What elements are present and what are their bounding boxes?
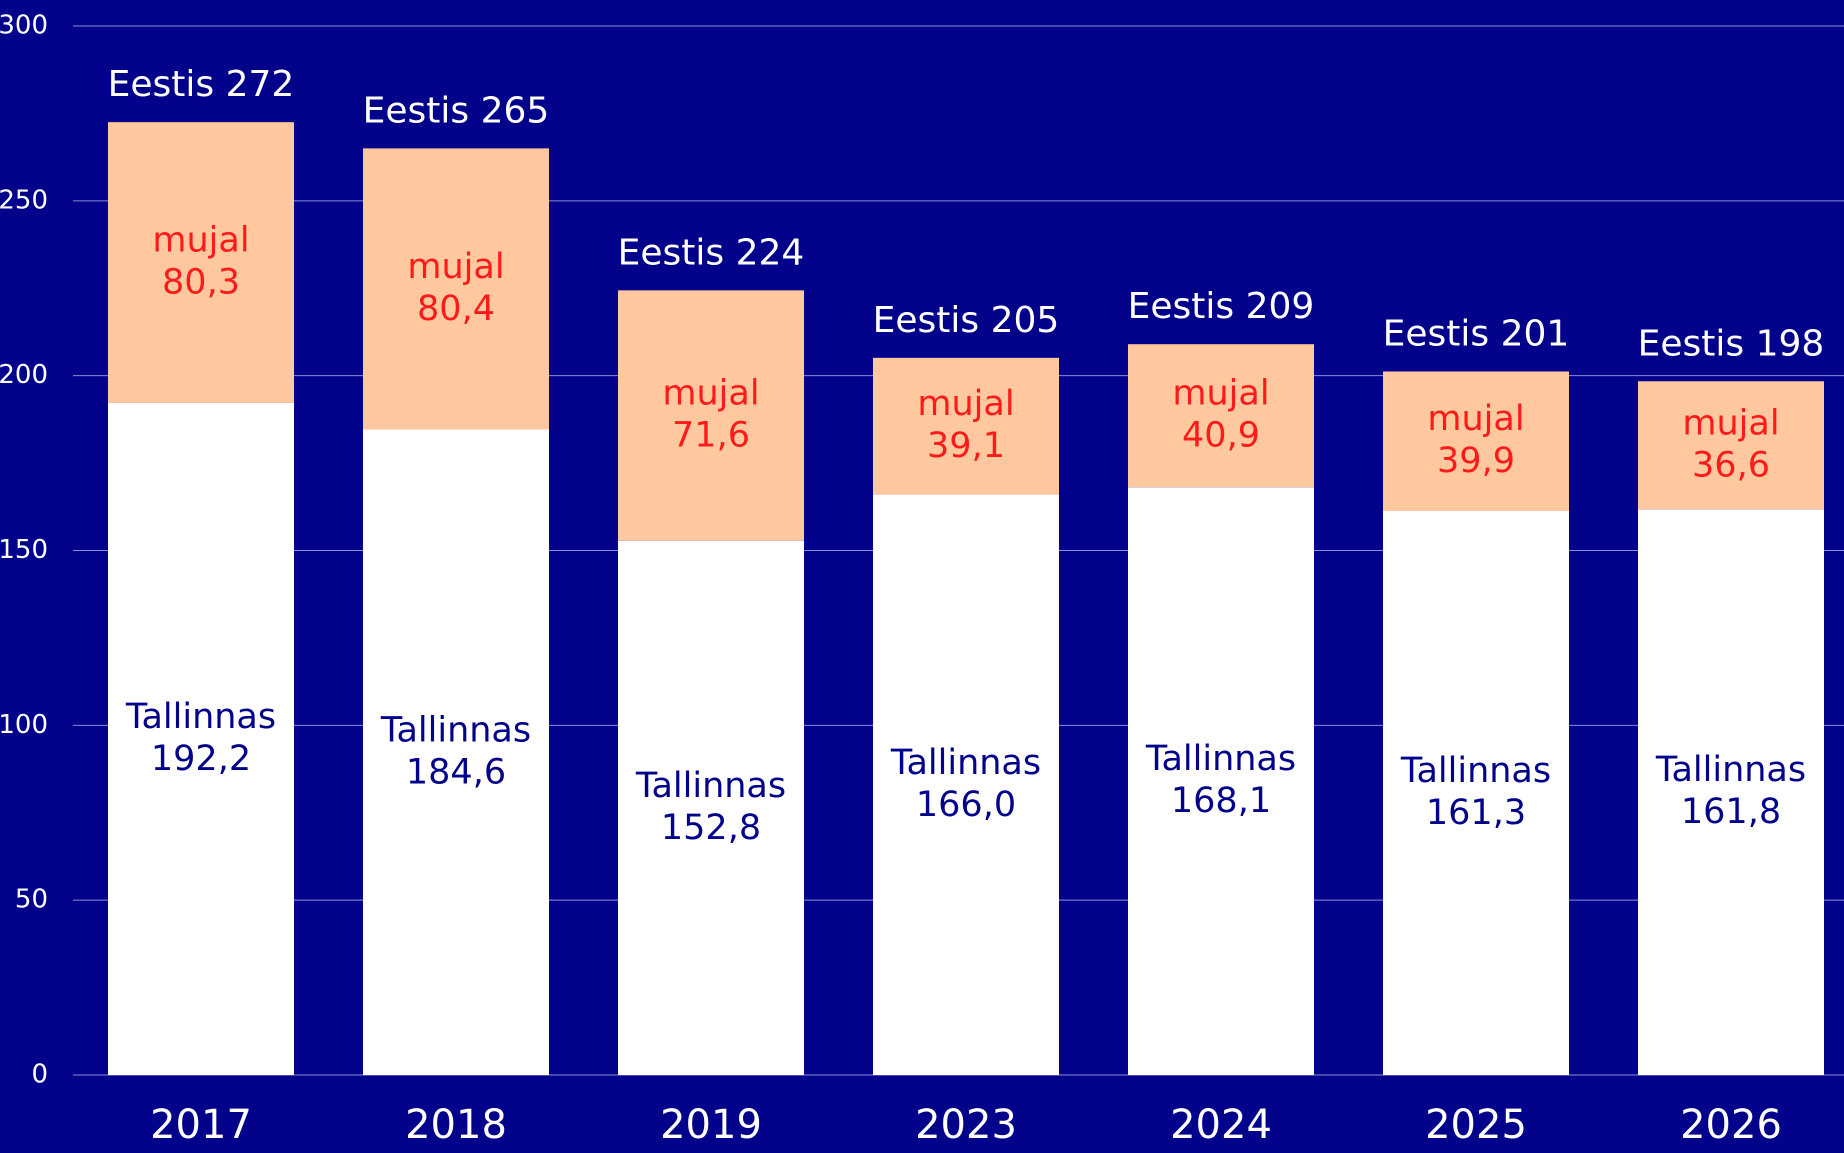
series-label: Tallinnas — [890, 743, 1041, 783]
total-name: Eestis — [1383, 313, 1490, 354]
bar-segment — [873, 357, 1059, 495]
total-label: Eestis 224 — [618, 232, 805, 273]
data-label: 161,3 — [1426, 793, 1526, 833]
bar-segment — [1638, 509, 1824, 1075]
total-name: Eestis — [1638, 323, 1745, 364]
data-label: 80,3 — [162, 263, 240, 303]
series-label: mujal — [662, 374, 759, 414]
y-tick-label: 0 — [31, 1060, 48, 1090]
x-tick-label: 2019 — [660, 1102, 762, 1148]
x-tick-label: 2017 — [150, 1102, 252, 1148]
y-tick-label: 250 — [0, 185, 48, 215]
total-value: 224 — [736, 232, 805, 273]
x-tick-label: 2025 — [1425, 1102, 1527, 1148]
bar-segment — [873, 494, 1059, 1075]
total-value: 209 — [1246, 286, 1315, 327]
x-tick-label: 2024 — [1170, 1102, 1272, 1148]
data-label: 166,0 — [916, 785, 1016, 825]
data-label: 36,6 — [1692, 445, 1770, 485]
data-label: 39,1 — [927, 426, 1005, 466]
data-label: 71,6 — [672, 416, 750, 456]
total-value: 201 — [1501, 313, 1570, 354]
total-label: Eestis 209 — [1128, 286, 1315, 327]
series-label: mujal — [917, 384, 1014, 424]
data-label: 40,9 — [1182, 416, 1260, 456]
series-label: mujal — [152, 221, 249, 261]
data-label: 80,4 — [417, 289, 495, 329]
series-label: mujal — [1682, 403, 1779, 443]
total-value: 198 — [1756, 323, 1825, 364]
bar-segment — [1128, 344, 1314, 488]
bar-segment — [363, 429, 549, 1075]
total-label: Eestis 198 — [1638, 323, 1825, 364]
total-label: Eestis 265 — [363, 90, 550, 131]
x-tick-label: 2018 — [405, 1102, 507, 1148]
total-label: Eestis 201 — [1383, 313, 1570, 354]
total-name: Eestis — [108, 64, 215, 105]
bar-segment — [1128, 487, 1314, 1075]
total-name: Eestis — [618, 232, 725, 273]
bar-segment — [363, 148, 549, 430]
series-label: Tallinnas — [125, 697, 276, 737]
data-label: 39,9 — [1437, 441, 1515, 481]
series-label: mujal — [1172, 374, 1269, 414]
total-label: Eestis 205 — [873, 300, 1060, 341]
total-name: Eestis — [873, 300, 980, 341]
bar-segment — [618, 290, 804, 541]
data-label: 161,8 — [1681, 792, 1781, 832]
total-name: Eestis — [363, 90, 470, 131]
series-label: Tallinnas — [1655, 750, 1806, 790]
data-label: 184,6 — [406, 752, 506, 792]
series-label: Tallinnas — [1400, 751, 1551, 791]
data-label: 152,8 — [661, 808, 761, 848]
series-label: mujal — [1427, 399, 1524, 439]
data-label: 192,2 — [151, 739, 251, 779]
series-label: mujal — [407, 247, 504, 287]
total-value: 272 — [226, 64, 295, 105]
bar-segment — [108, 402, 294, 1075]
y-tick-label: 100 — [0, 710, 48, 740]
x-tick-label: 2023 — [915, 1102, 1017, 1148]
bar-segment — [1383, 371, 1569, 511]
data-label: 168,1 — [1171, 781, 1271, 821]
bar-segment — [1638, 381, 1824, 510]
y-tick-label: 50 — [15, 885, 48, 915]
total-label: Eestis 272 — [108, 64, 295, 105]
y-tick-label: 150 — [0, 535, 48, 565]
total-name: Eestis — [1128, 286, 1235, 327]
bar-segment — [1383, 510, 1569, 1075]
total-value: 265 — [481, 90, 550, 131]
bar-segment — [108, 122, 294, 403]
series-label: Tallinnas — [1145, 739, 1296, 779]
total-value: 205 — [991, 300, 1060, 341]
x-tick-label: 2026 — [1680, 1102, 1782, 1148]
bar-segment — [618, 540, 804, 1075]
y-tick-label: 300 — [0, 11, 48, 41]
series-label: Tallinnas — [380, 710, 531, 750]
series-label: Tallinnas — [635, 766, 786, 806]
y-tick-label: 200 — [0, 360, 48, 390]
